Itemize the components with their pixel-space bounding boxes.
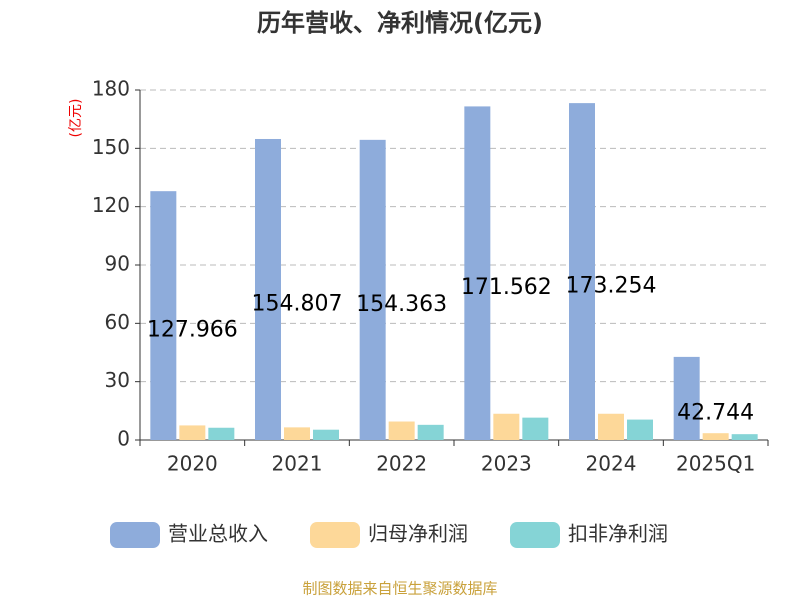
x-tick-label: 2021	[272, 452, 323, 476]
bar	[731, 434, 758, 440]
bar	[522, 417, 549, 440]
x-tick-label: 2025Q1	[676, 452, 755, 476]
bar	[284, 427, 310, 440]
data-label: 127.966	[147, 318, 238, 343]
data-label: 154.807	[252, 291, 343, 316]
bar	[208, 427, 235, 440]
bar	[388, 421, 415, 440]
x-tick-label: 2024	[586, 452, 637, 476]
y-tick-label: 120	[92, 193, 130, 217]
y-tick-label: 180	[92, 77, 130, 101]
legend-swatch	[310, 522, 360, 548]
legend-swatch	[510, 522, 560, 548]
bar	[627, 419, 653, 440]
legend-label: 扣非净利润	[568, 522, 668, 546]
source-note: 制图数据来自恒生聚源数据库	[302, 580, 497, 598]
bar	[493, 413, 520, 440]
bar	[702, 433, 729, 440]
y-tick-label: 0	[117, 427, 130, 451]
bar	[313, 429, 339, 440]
y-tick-label: 60	[105, 310, 130, 334]
x-tick-label: 2022	[376, 452, 427, 476]
chart-title: 历年营收、净利情况(亿元)	[257, 9, 543, 37]
bar	[464, 106, 491, 440]
bar	[255, 138, 281, 440]
legend-label: 营业总收入	[168, 522, 268, 546]
bar	[359, 139, 386, 440]
bar	[569, 103, 595, 441]
bar	[179, 425, 206, 440]
y-tick-label: 90	[105, 252, 130, 276]
legend-swatch	[110, 522, 160, 548]
data-label: 173.254	[566, 274, 657, 299]
legend-label: 归母净利润	[368, 522, 468, 546]
y-tick-label: 150	[92, 135, 130, 159]
bar	[150, 191, 177, 440]
y-tick-label: 30	[105, 368, 130, 392]
data-label: 171.562	[461, 275, 552, 300]
y-axis-label: (亿元)	[68, 99, 84, 138]
bar	[417, 424, 444, 440]
data-label: 42.744	[677, 400, 754, 425]
x-tick-label: 2023	[481, 452, 532, 476]
bar	[598, 413, 624, 440]
x-tick-label: 2020	[167, 452, 218, 476]
data-label: 154.363	[356, 292, 447, 317]
bar	[673, 356, 700, 440]
